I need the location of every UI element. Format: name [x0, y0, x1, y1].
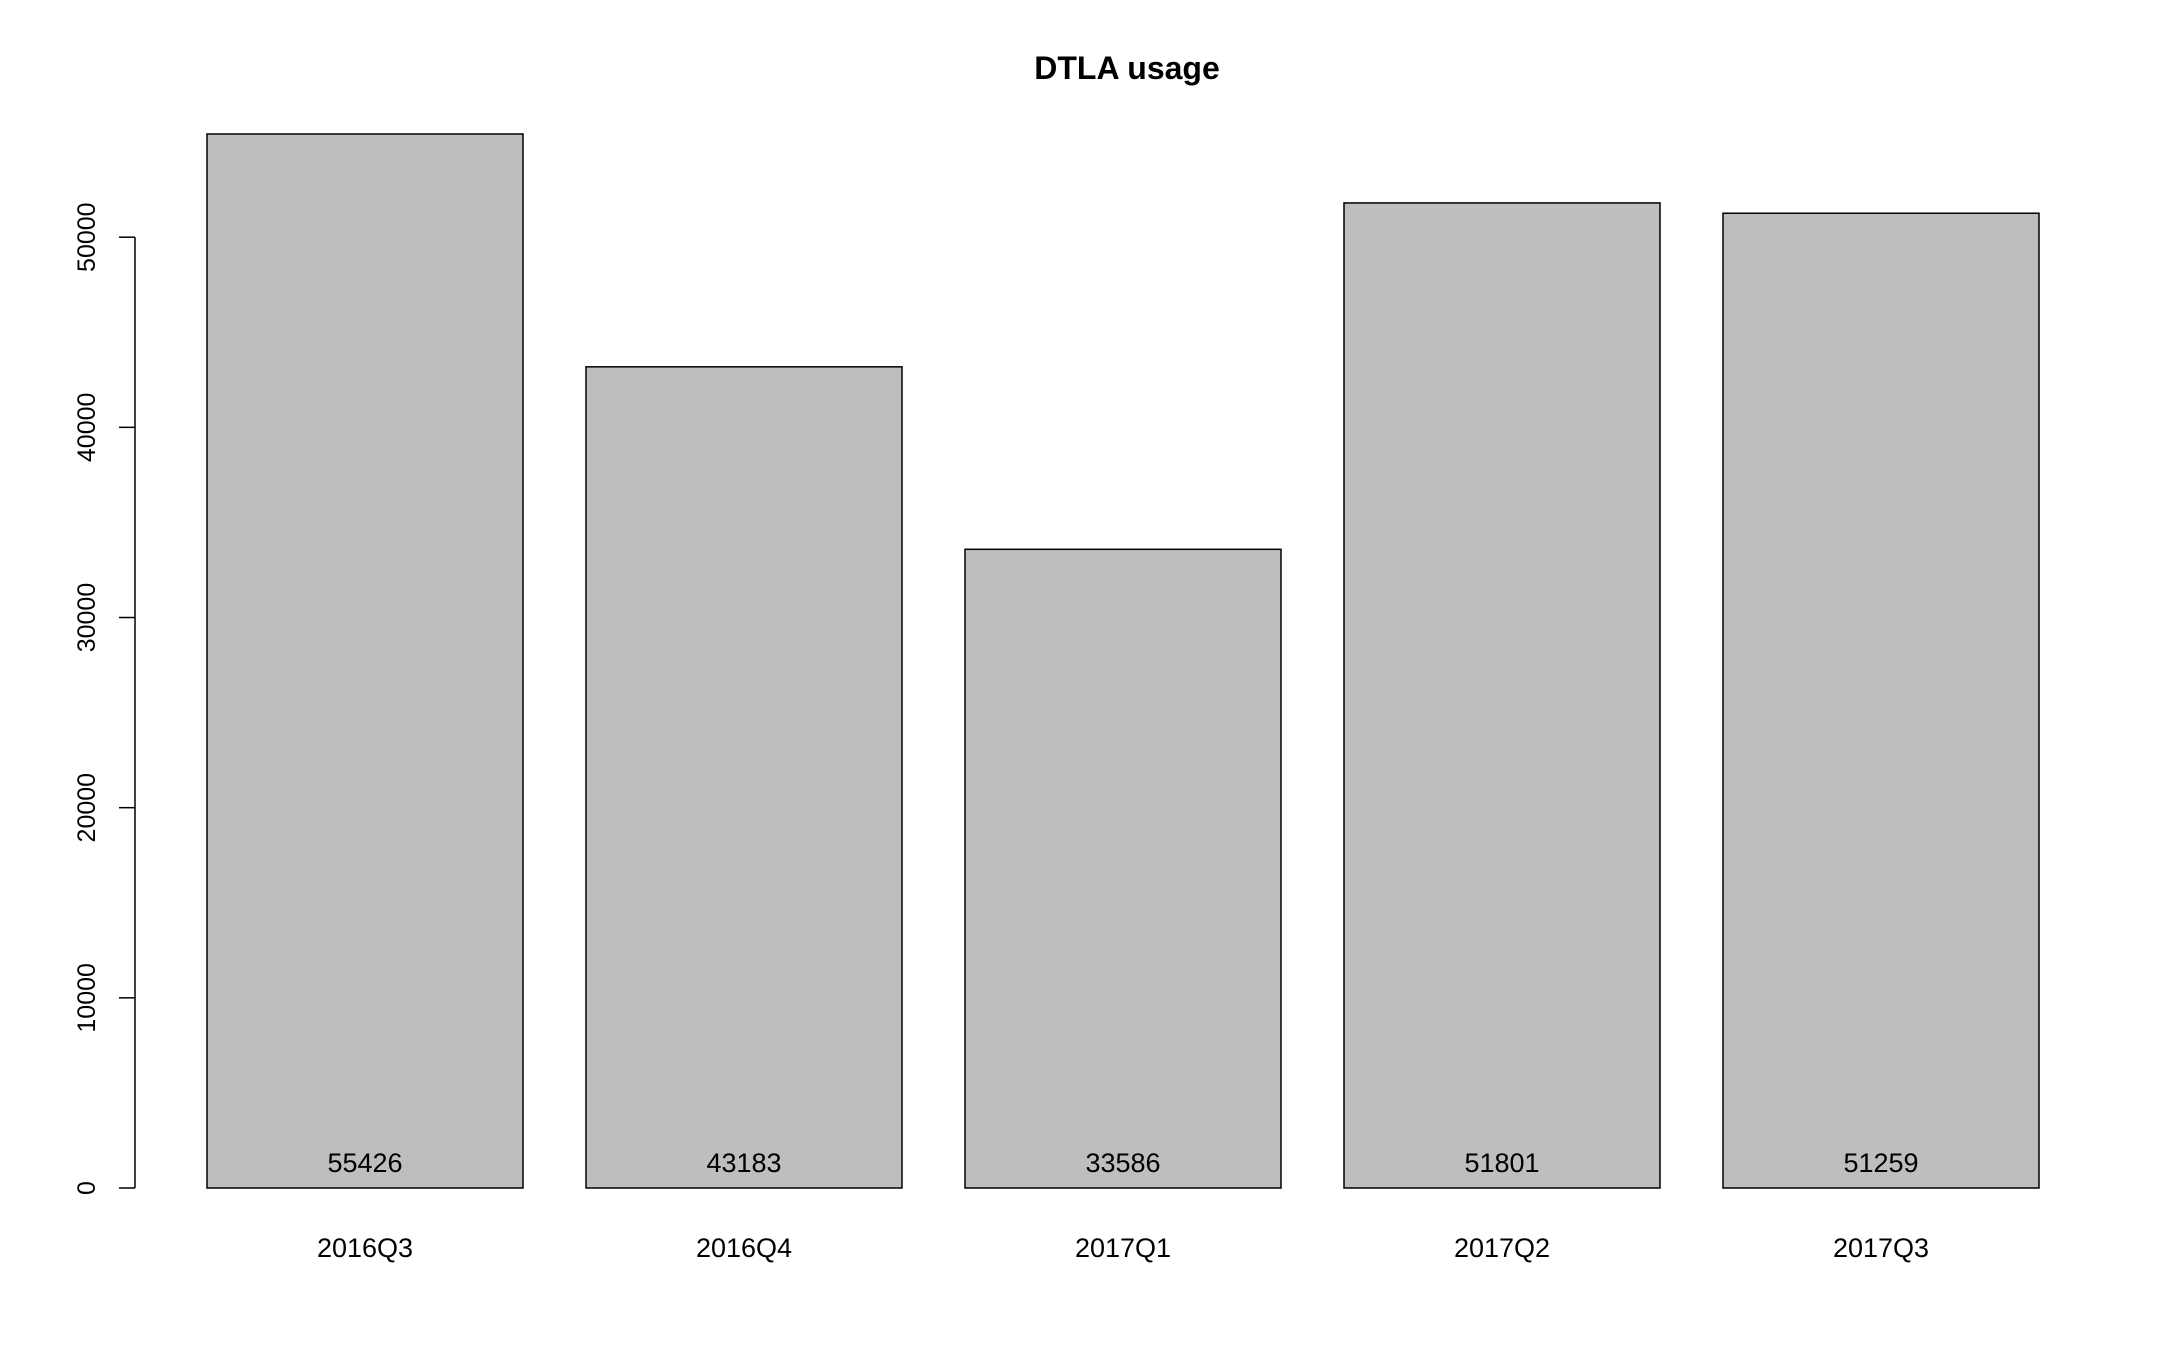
category-labels-group: 2016Q3 2016Q4 2017Q1 2017Q2 2017Q3	[317, 1233, 1929, 1263]
data-label: 43183	[706, 1148, 781, 1178]
y-tick-label: 30000	[73, 583, 101, 653]
y-tick-label: 40000	[73, 393, 101, 463]
y-tick-label: 10000	[73, 963, 101, 1033]
data-label: 51259	[1843, 1148, 1918, 1178]
data-label: 33586	[1085, 1148, 1160, 1178]
x-tick-label: 2016Q4	[696, 1233, 792, 1263]
bar-2017Q2	[1343, 202, 1661, 1189]
chart-title: DTLA usage	[1034, 50, 1220, 86]
bar-2017Q1	[964, 548, 1282, 1189]
x-tick-label: 2017Q2	[1454, 1233, 1550, 1263]
data-label: 51801	[1464, 1148, 1539, 1178]
bar-2016Q3	[206, 133, 524, 1189]
y-tick-label: 20000	[73, 773, 101, 843]
bar-2017Q3	[1722, 212, 2040, 1189]
bars-group	[206, 133, 2040, 1189]
data-labels-group: 55426 43183 33586 51801 51259	[327, 1148, 1918, 1178]
x-tick-label: 2016Q3	[317, 1233, 413, 1263]
x-tick-label: 2017Q3	[1833, 1233, 1929, 1263]
bar-2016Q4	[585, 366, 903, 1189]
data-label: 55426	[327, 1148, 402, 1178]
y-tick-label: 0	[73, 1181, 101, 1195]
y-axis: 0 10000 20000 30000 40000 50000	[73, 202, 136, 1195]
x-tick-label: 2017Q1	[1075, 1233, 1171, 1263]
y-tick-label: 50000	[73, 202, 101, 272]
